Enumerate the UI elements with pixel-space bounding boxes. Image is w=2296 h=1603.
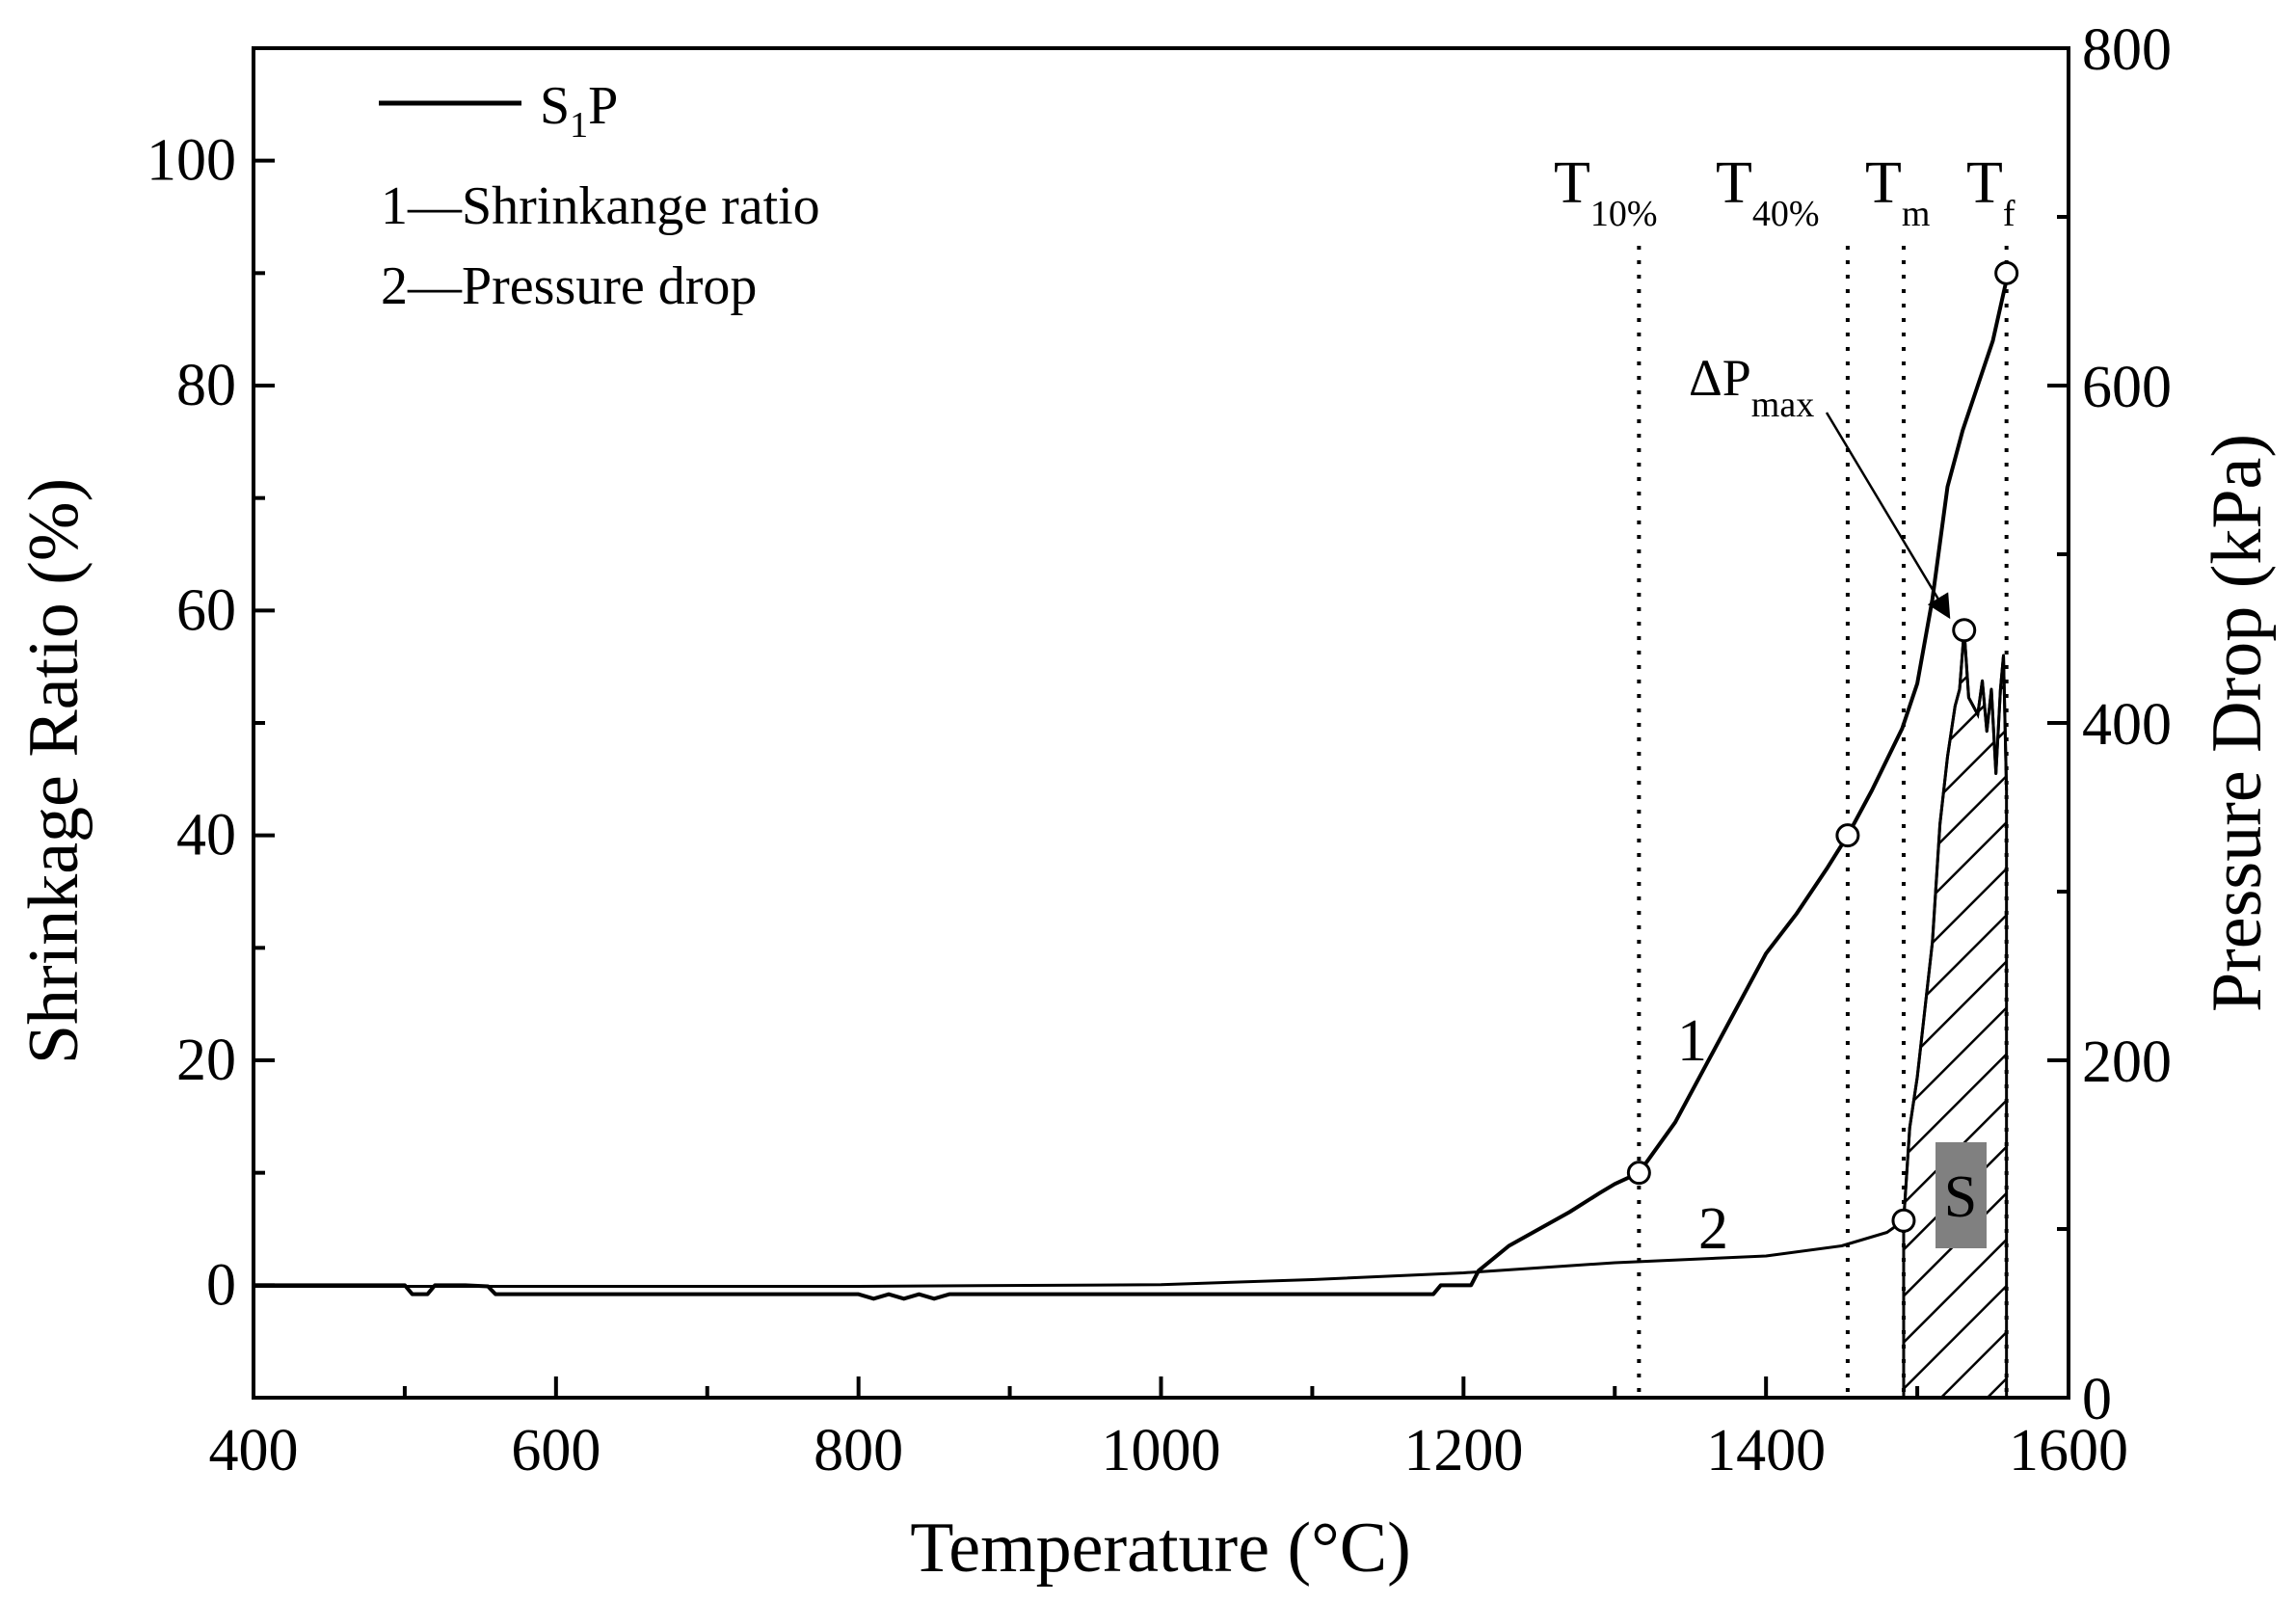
x-tick-label-800: 800	[814, 1418, 903, 1483]
y-right-tick-label-800: 800	[2082, 17, 2172, 83]
dp-max-annotation: ΔPmax	[1689, 349, 1951, 620]
marked-point-0	[1626, 1161, 1651, 1186]
y-left-tick-label-20: 20	[176, 1028, 236, 1093]
y-right-tick-label-0: 0	[2082, 1367, 2112, 1432]
y-left-axis-title: Shrinkage Ratio (%)	[14, 478, 93, 1064]
dp-max-arrow	[1825, 412, 1951, 620]
dp-max-label: ΔPmax	[1689, 349, 1814, 425]
axes: 400 600 800 1000 1200 1400 1600020406080100020…	[147, 17, 2172, 1483]
curve-2-label: 2	[1698, 1196, 1728, 1262]
x-tick-label-1400: 1400	[1706, 1418, 1826, 1483]
y-left-tick-label-80: 80	[176, 353, 236, 418]
y-right-tick-label-200: 200	[2082, 1029, 2172, 1095]
marker-label-tm: Tm	[1865, 150, 1930, 234]
curve-1-label: 1	[1677, 1008, 1707, 1074]
area-s-label-box	[1936, 1142, 1987, 1248]
y-right-axis-title: Pressure Drop (kPa)	[2198, 434, 2277, 1012]
y-right-tick-label-400: 400	[2082, 692, 2172, 758]
x-tick-label-400: 400	[209, 1418, 299, 1483]
y-right-tick-label-600: 600	[2082, 355, 2172, 420]
hatched-area-s	[1902, 629, 2009, 1400]
y-left-tick-label-100: 100	[147, 128, 236, 194]
x-tick-label-600: 600	[511, 1418, 601, 1483]
x-tick-label-1000: 1000	[1102, 1418, 1221, 1483]
legend-line-1: 1—Shrinkange ratio	[381, 176, 820, 236]
area-s-label: S	[1936, 1142, 1987, 1248]
y-left-tick-label-40: 40	[176, 803, 236, 868]
legend: S1P 1—Shrinkange ratio 2—Pressure drop	[379, 76, 820, 316]
marked-point-2	[1994, 260, 2019, 285]
area-s-label-text: S	[1944, 1164, 1977, 1230]
legend-line-2: 2—Pressure drop	[381, 256, 757, 316]
series-shrinkage-ratio	[254, 272, 2011, 1301]
series-pressure-drop	[254, 628, 2009, 1288]
legend-series-name: S1P	[540, 76, 618, 146]
marker-label-t10: T10%	[1554, 150, 1658, 234]
x-tick-label-1200: 1200	[1403, 1418, 1523, 1483]
temperature-markers: T10% T40% Tm Tf	[1554, 150, 2016, 234]
y-left-tick-label-60: 60	[176, 577, 236, 643]
marker-label-tf: Tf	[1966, 150, 2016, 234]
x-tick-label-1600: 1600	[2009, 1418, 2128, 1483]
y-left-tick-label-0: 0	[206, 1252, 236, 1318]
x-axis-title: Temperature (°C)	[910, 1509, 1411, 1588]
marked-point-4	[1952, 618, 1977, 643]
marked-point-1	[1835, 823, 1860, 848]
marker-label-t40: T40%	[1716, 150, 1820, 234]
plot-frame	[252, 46, 2070, 1400]
marked-point-3	[1891, 1208, 1916, 1233]
